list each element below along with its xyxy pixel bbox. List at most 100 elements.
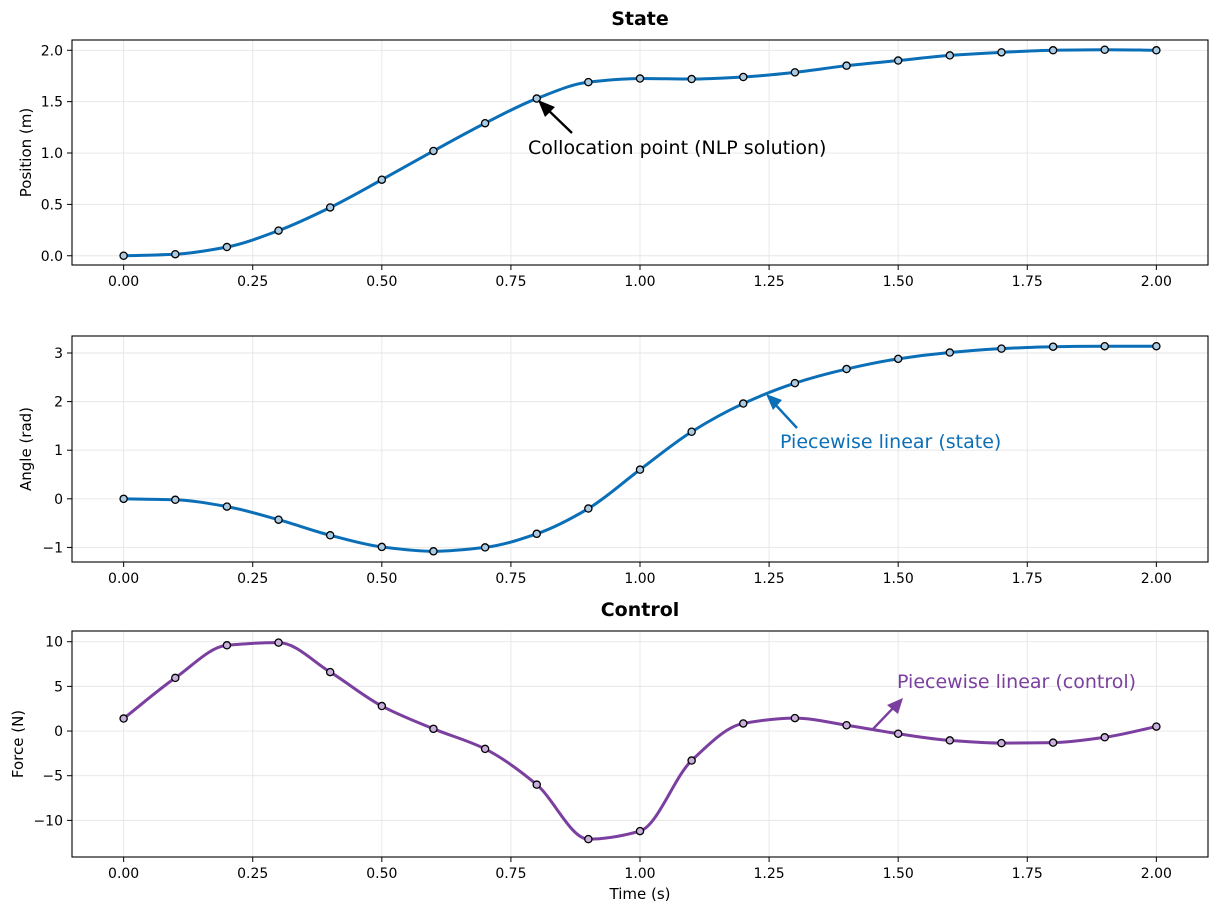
position-collocation-point — [739, 72, 748, 82]
force-collocation-point — [171, 673, 180, 683]
angle-y-tick-label: −1 — [42, 540, 63, 556]
position-x-tick-label: 0.50 — [366, 274, 397, 290]
position-y-tick-label: 2.0 — [41, 43, 63, 59]
angle-collocation-point — [790, 378, 800, 388]
piecewise-state-annotation: Piecewise linear (state) — [766, 394, 1001, 453]
force-collocation-point — [377, 701, 387, 711]
position-collocation-point — [687, 74, 696, 84]
position-x-tick-label: 1.25 — [754, 274, 785, 290]
force-x-tick-label: 0.75 — [495, 866, 526, 882]
force-collocation-point — [842, 720, 851, 730]
force-collocation-point — [790, 713, 800, 723]
force-collocation-point — [997, 738, 1006, 748]
force-x-tick-label: 1.25 — [754, 866, 785, 882]
position-x-tick-label: 1.50 — [883, 274, 914, 290]
position-collocation-point — [274, 226, 283, 235]
angle-collocation-point — [893, 354, 903, 364]
angle-x-tick-label: 0.50 — [366, 571, 397, 587]
force-x-tick-label: 0.00 — [108, 866, 139, 882]
angle-collocation-point — [635, 465, 645, 474]
angle-x-tick-label: 0.75 — [495, 571, 526, 587]
position-y-tick-label: 1.0 — [41, 146, 63, 162]
force-collocation-point — [1048, 738, 1058, 747]
angle-collocation-point — [1100, 341, 1109, 351]
piecewise-control-annotation-text: Piecewise linear (control) — [897, 671, 1136, 693]
angle-y-tick-label: 0 — [54, 492, 63, 508]
angle-collocation-point — [429, 547, 438, 556]
force-collocation-point — [532, 780, 541, 789]
force-collocation-point — [1100, 733, 1109, 742]
position-x-tick-label: 2.00 — [1141, 274, 1172, 290]
force-x-tick-label: 1.50 — [883, 866, 914, 882]
force-collocation-point — [584, 834, 593, 844]
position-collocation-point — [1100, 45, 1109, 55]
angle-x-tick-label: 1.00 — [624, 571, 655, 587]
position-y-tick-label: 0.5 — [41, 197, 63, 213]
collocation-point-annotation-text: Collocation point (NLP solution) — [528, 137, 826, 159]
position-collocation-point — [635, 74, 645, 83]
force-x-tick-label: 0.25 — [237, 866, 268, 882]
force-collocation-point — [325, 667, 335, 677]
angle-collocation-point — [842, 364, 851, 374]
position-collocation-point — [893, 56, 903, 65]
position-panel: 0.00 0.25 0.50 0.75 1.00 1.25 1.50 1.75 2.00 0.0 0… — [17, 8, 1209, 290]
force-y-tick-label: 5 — [54, 679, 63, 695]
position-collocation-point — [1048, 46, 1058, 55]
angle-x-tick-label: 0.00 — [108, 571, 139, 587]
angle-collocation-point — [584, 504, 593, 513]
position-collocation-point — [119, 251, 128, 261]
force-x-tick-label: 1.00 — [624, 866, 655, 882]
angle-panel: 0.00 0.25 0.50 0.75 1.00 1.25 1.50 1.75 2.00 −1 0 1… — [17, 335, 1209, 587]
force-collocation-point — [480, 744, 490, 754]
angle-x-tick-label: 0.25 — [237, 571, 268, 587]
angle-y-tick-label: 1 — [54, 443, 63, 459]
position-x-tick-label: 1.00 — [624, 274, 655, 290]
force-collocation-point — [429, 724, 438, 734]
angle-x-tick-label: 1.50 — [883, 571, 914, 587]
angle-x-tick-label: 1.25 — [754, 571, 785, 587]
angle-collocation-point — [739, 399, 748, 408]
collocation-point-annotation: Collocation point (NLP solution) — [528, 100, 826, 159]
position-x-tick-label: 1.75 — [1012, 274, 1043, 290]
position-x-tick-label: 0.75 — [495, 274, 526, 290]
angle-y-axis-label: Angle (rad) — [17, 407, 35, 491]
position-collocation-point — [377, 175, 387, 184]
angle-collocation-point — [222, 502, 232, 511]
position-x-tick-label: 0.25 — [237, 274, 268, 290]
angle-collocation-point — [945, 348, 955, 357]
position-collocation-point — [325, 203, 335, 212]
angle-collocation-point — [325, 531, 335, 540]
position-y-tick-label: 0.0 — [41, 249, 63, 265]
force-y-tick-label: 0 — [54, 724, 63, 740]
force-collocation-point — [687, 756, 696, 765]
force-collocation-point — [893, 729, 903, 738]
angle-x-tick-label: 1.75 — [1012, 571, 1043, 587]
position-panel-title: State — [611, 8, 669, 30]
force-collocation-point — [635, 826, 645, 836]
force-y-tick-label: −10 — [33, 813, 63, 829]
force-collocation-point — [945, 736, 955, 745]
position-collocation-point — [997, 48, 1006, 57]
piecewise-state-annotation-text: Piecewise linear (state) — [780, 431, 1001, 453]
angle-y-tick-label: 2 — [54, 395, 63, 411]
angle-collocation-point — [1048, 342, 1058, 351]
force-panel: 0.00 0.25 0.50 0.75 1.00 1.25 1.50 1.75 2.00 −10 −… — [9, 599, 1209, 903]
position-y-tick-label: 1.5 — [41, 95, 63, 111]
position-collocation-point — [790, 68, 800, 77]
position-collocation-point — [171, 249, 180, 259]
force-y-tick-label: 10 — [45, 635, 63, 651]
piecewise-control-annotation: Piecewise linear (control) — [872, 671, 1136, 730]
angle-collocation-point — [1152, 341, 1161, 351]
force-y-axis-label: Force (N) — [9, 710, 27, 778]
force-x-tick-label: 0.50 — [366, 866, 397, 882]
angle-collocation-point — [377, 542, 387, 552]
position-x-tick-label: 0.00 — [108, 274, 139, 290]
force-collocation-point — [1152, 722, 1161, 731]
force-x-tick-label: 1.75 — [1012, 866, 1043, 882]
angle-x-tick-label: 2.00 — [1141, 571, 1172, 587]
time-x-axis-label: Time (s) — [609, 885, 671, 903]
angle-collocation-point — [274, 515, 283, 524]
angle-collocation-point — [532, 529, 541, 539]
position-collocation-point — [584, 77, 593, 87]
